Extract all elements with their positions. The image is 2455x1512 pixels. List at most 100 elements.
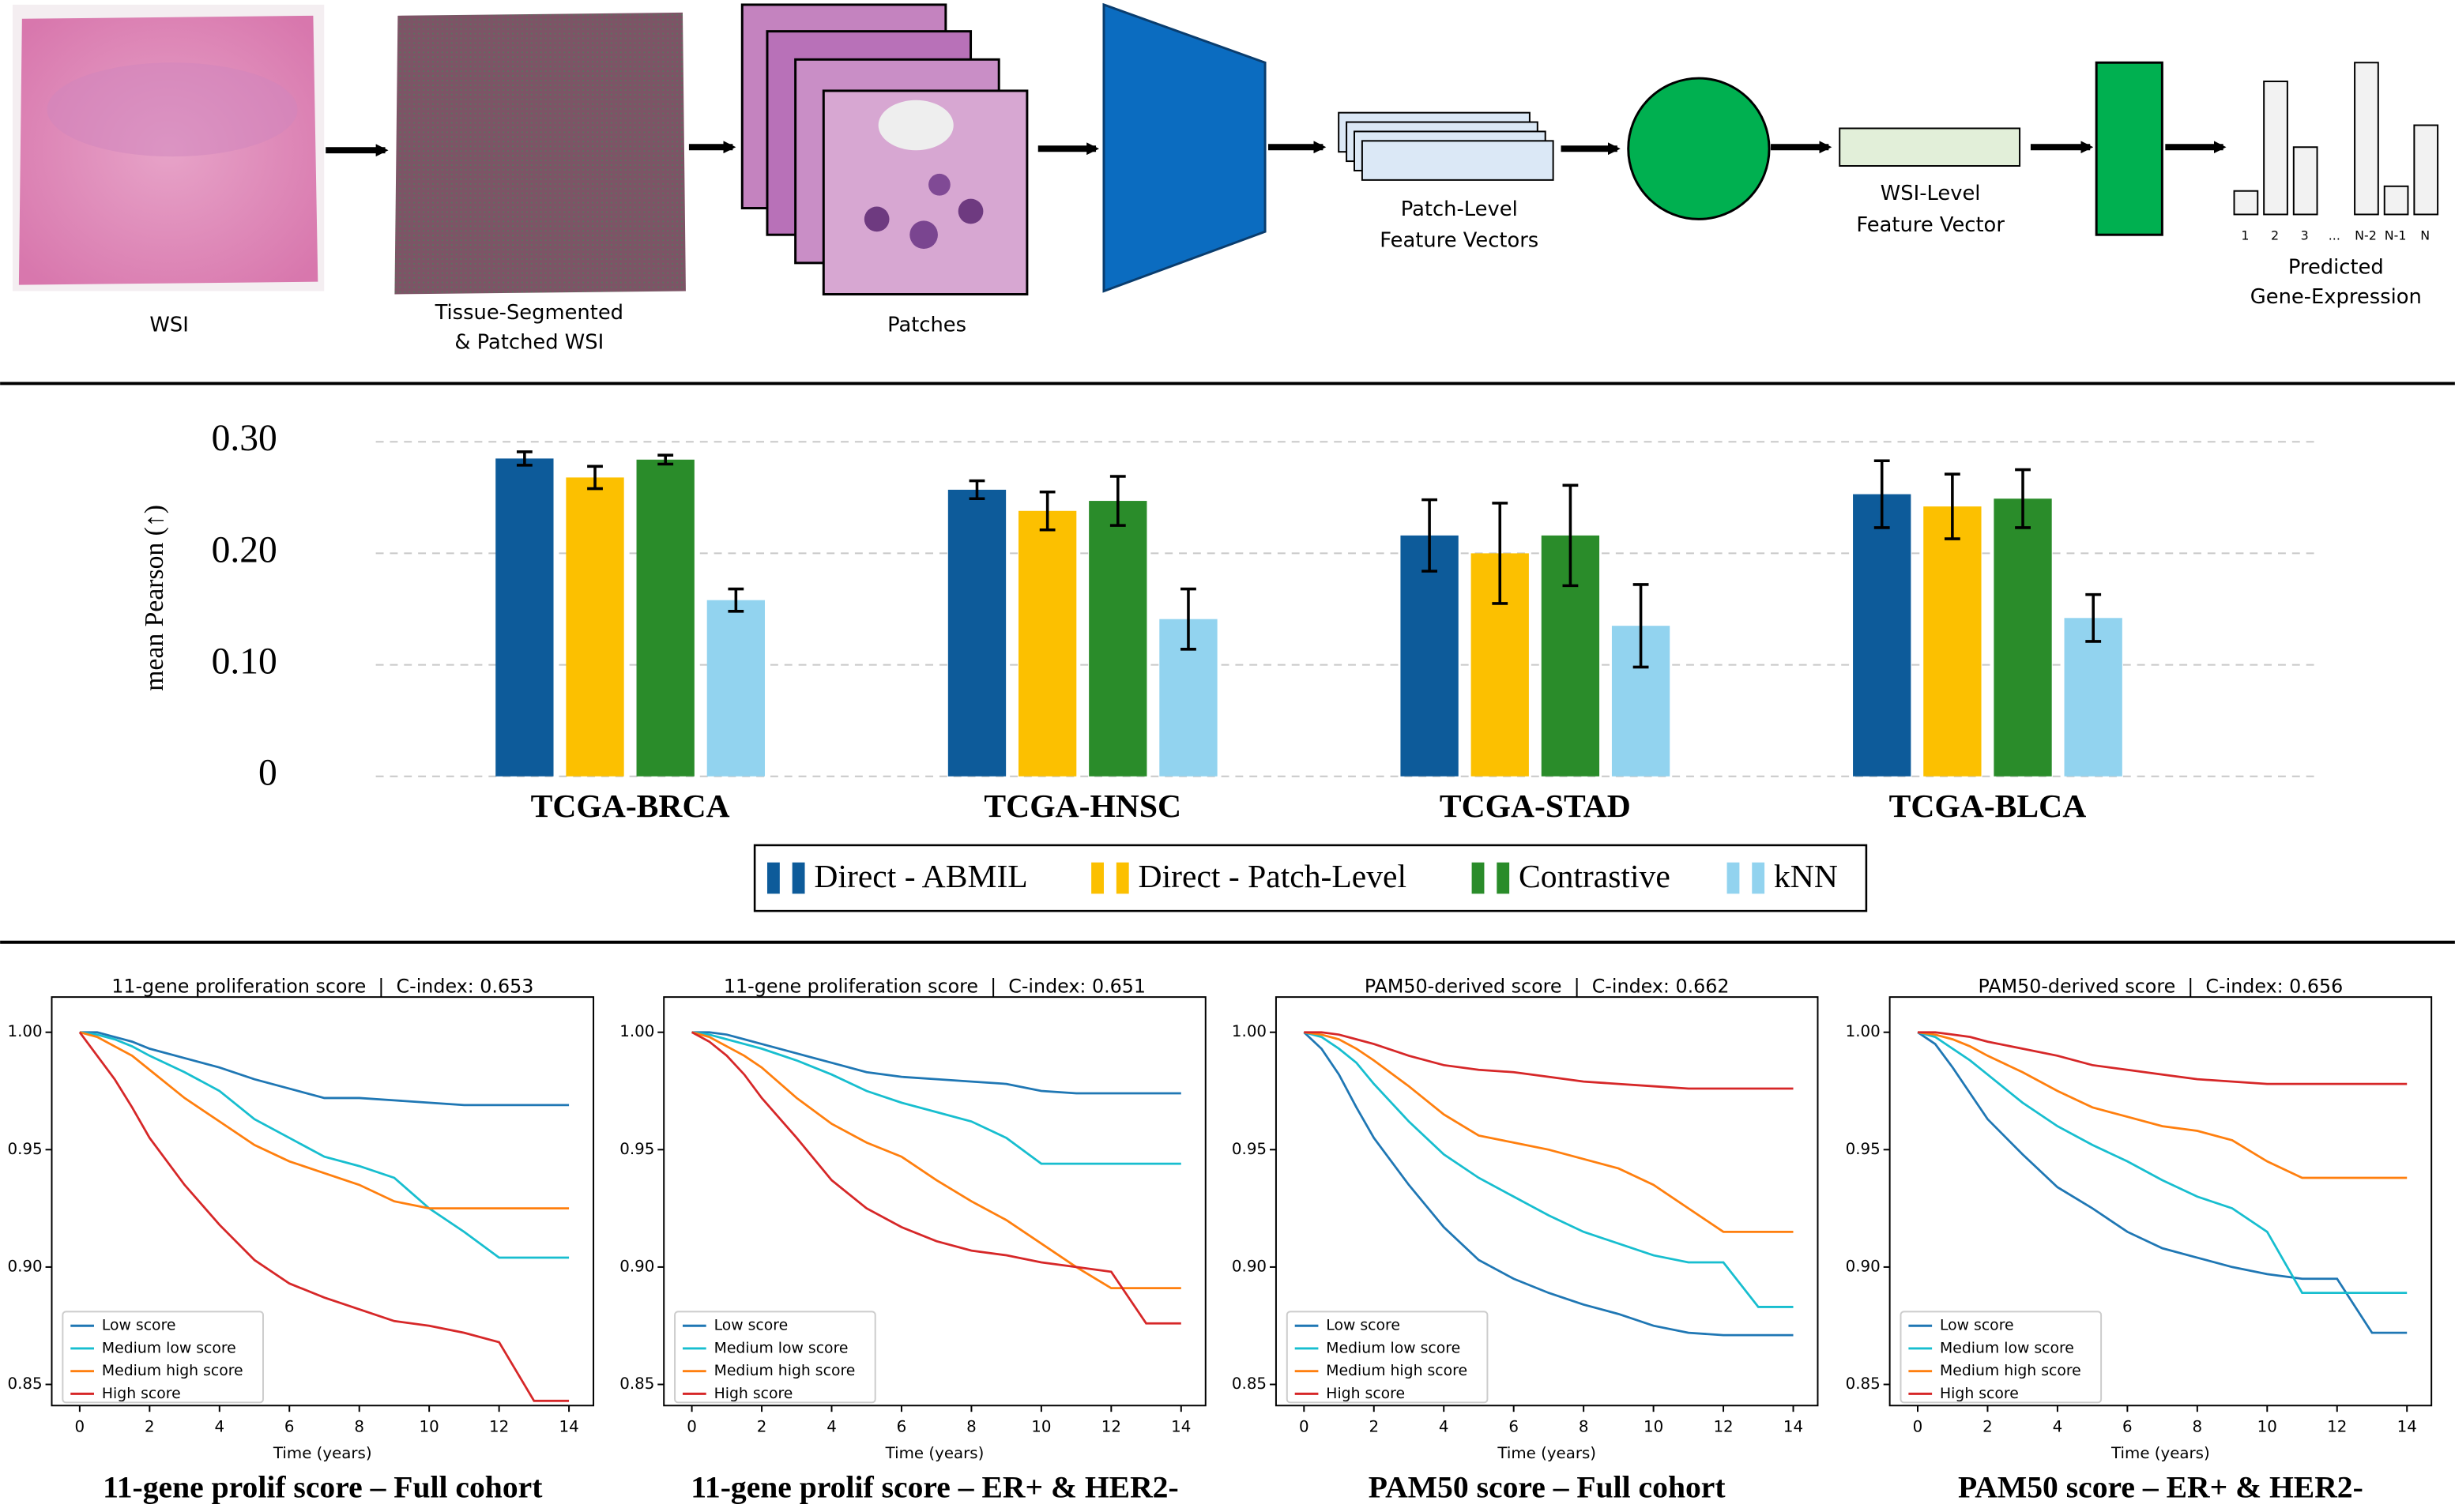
y-tick-label: 0.90 bbox=[1846, 1257, 1881, 1275]
x-tick-label: 8 bbox=[1579, 1418, 1589, 1436]
wsi-texture bbox=[47, 62, 298, 157]
patches-label: Patches bbox=[887, 314, 966, 337]
output-label: Gene-Expression bbox=[2250, 285, 2422, 309]
x-axis-label: Time (years) bbox=[273, 1444, 372, 1462]
x-tick-label: TCGA-HNSC bbox=[984, 788, 1181, 824]
x-tick-label: 12 bbox=[1101, 1418, 1121, 1436]
gene-bars bbox=[2233, 62, 2439, 216]
bar bbox=[1018, 510, 1077, 777]
y-tick-label: 1.00 bbox=[619, 1022, 654, 1040]
y-tick-label: 0.95 bbox=[8, 1140, 43, 1158]
x-tick-label: 2 bbox=[1982, 1418, 1993, 1436]
plot-frame bbox=[1275, 996, 1819, 1407]
x-tick-label: 8 bbox=[354, 1418, 364, 1436]
legend-label: Medium high score bbox=[1940, 1363, 2081, 1379]
bar bbox=[1994, 498, 2052, 777]
gene-tick: N-2 bbox=[2355, 228, 2377, 243]
patch-texture bbox=[878, 100, 954, 151]
y-tick-label: 0.85 bbox=[1846, 1375, 1881, 1393]
legend-label: Low score bbox=[102, 1318, 176, 1334]
segmented-wsi bbox=[394, 12, 686, 295]
wsi-feature-label: WSI-Level bbox=[1881, 182, 1981, 205]
legend-marker bbox=[1471, 862, 1485, 894]
feature-vector bbox=[1361, 140, 1554, 181]
legend-label: Low score bbox=[1940, 1318, 2014, 1334]
bar bbox=[2064, 618, 2122, 777]
bar bbox=[636, 459, 695, 777]
x-tick-label: 6 bbox=[284, 1418, 295, 1436]
bar bbox=[706, 600, 766, 777]
x-tick-label: 14 bbox=[559, 1418, 578, 1436]
caption: PAM50 score – Full cohort bbox=[1369, 1469, 1726, 1504]
legend: Low score Medium low score Medium high sco… bbox=[1900, 1311, 2103, 1404]
patches bbox=[740, 3, 1029, 295]
legend-label: High score bbox=[1326, 1386, 1405, 1402]
survival-curve bbox=[1303, 1031, 1794, 1337]
survival-curve bbox=[1304, 1031, 1794, 1090]
x-tick-label: 14 bbox=[1171, 1418, 1191, 1436]
y-tick-label: 1.00 bbox=[1846, 1022, 1881, 1040]
legend-marker bbox=[1497, 862, 1510, 894]
x-tick-label: 0 bbox=[1913, 1418, 1923, 1436]
gene-tick: 2 bbox=[2271, 228, 2279, 243]
x-tick-label: 6 bbox=[1508, 1418, 1519, 1436]
legend-label: Medium low score bbox=[714, 1340, 849, 1356]
y-tick-label: 0.30 bbox=[212, 418, 277, 459]
gene-bar bbox=[2233, 190, 2259, 216]
aggregator bbox=[1627, 77, 1771, 220]
x-tick-label: 6 bbox=[897, 1418, 907, 1436]
output-label: Predicted bbox=[2288, 255, 2384, 279]
x-tick-label: 6 bbox=[2122, 1418, 2133, 1436]
caption: PAM50 score – ER+ & HER2- bbox=[1958, 1469, 2363, 1504]
x-tick-label: 4 bbox=[1439, 1418, 1449, 1436]
legend-box bbox=[1900, 1311, 2103, 1404]
legend-marker bbox=[792, 862, 805, 894]
x-tick-label: 0 bbox=[75, 1418, 85, 1436]
patch-features bbox=[1338, 111, 1554, 181]
bar bbox=[947, 489, 1007, 777]
bar bbox=[1853, 494, 1911, 777]
legend-label: Medium high score bbox=[102, 1363, 243, 1379]
survival-curve bbox=[1304, 1031, 1794, 1233]
legend: Low score Medium low score Medium high sco… bbox=[674, 1311, 876, 1404]
survival-curve bbox=[691, 1031, 1181, 1290]
x-tick-label: 4 bbox=[826, 1418, 837, 1436]
gene-tick: N bbox=[2420, 228, 2430, 243]
chart-title: PAM50-derived score | C-index: 0.656 bbox=[1979, 976, 2344, 998]
y-tick-label: 0 bbox=[258, 753, 277, 794]
gene-bar bbox=[2383, 185, 2409, 216]
legend-label: Medium high score bbox=[714, 1363, 856, 1379]
legend-label: kNN bbox=[1774, 858, 1838, 894]
y-tick-label: 1.00 bbox=[8, 1022, 43, 1040]
plot-frame bbox=[1888, 996, 2433, 1407]
chart-title: 11-gene proliferation score | C-index: 0… bbox=[111, 976, 533, 998]
legend-label: High score bbox=[102, 1386, 181, 1402]
legend: Low score Medium low score Medium high sco… bbox=[1286, 1311, 1489, 1404]
legend: Direct - ABMIL Direct - Patch-Level Contra… bbox=[753, 844, 1868, 912]
patch-features-label: Feature Vectors bbox=[1380, 229, 1538, 253]
plot-frame bbox=[51, 996, 595, 1407]
legend-marker bbox=[1091, 862, 1104, 894]
y-tick-label: 0.10 bbox=[212, 641, 277, 682]
legend-box bbox=[674, 1311, 876, 1404]
gene-tick: 1 bbox=[2241, 228, 2249, 243]
y-tick-label: 0.90 bbox=[8, 1257, 43, 1275]
legend-label: Medium low score bbox=[1326, 1340, 1460, 1356]
legend-label: Direct - ABMIL bbox=[814, 858, 1027, 894]
bar bbox=[1089, 501, 1147, 777]
wsi-feature-label: Feature Vector bbox=[1856, 213, 2005, 237]
survival-curve bbox=[1303, 1031, 1794, 1308]
caption: 11-gene prolif score – Full cohort bbox=[103, 1469, 543, 1504]
y-tick-label: 0.95 bbox=[1846, 1140, 1881, 1158]
legend-label: Low score bbox=[1326, 1318, 1400, 1334]
survival-curve bbox=[79, 1031, 570, 1210]
y-tick-label: 0.20 bbox=[212, 529, 277, 570]
y-tick-label: 0.85 bbox=[8, 1375, 43, 1393]
survival-curve bbox=[1917, 1031, 2408, 1179]
legend-box bbox=[753, 844, 1868, 912]
bar bbox=[566, 477, 624, 777]
survival-curve bbox=[1917, 1031, 2408, 1294]
y-tick-label: 0.85 bbox=[1232, 1375, 1267, 1393]
segmented-label: Tissue-Segmented bbox=[435, 301, 623, 325]
